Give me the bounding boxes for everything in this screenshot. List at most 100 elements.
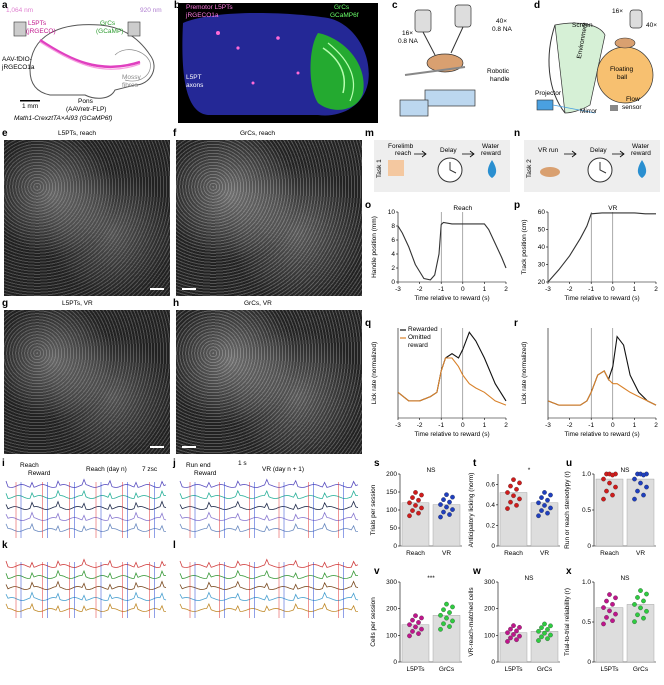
wavelength-920: 920 nm xyxy=(140,7,162,14)
x-tick-label: -3 xyxy=(545,286,551,293)
panel-label-o: o xyxy=(365,200,372,211)
trace-line xyxy=(5,478,167,488)
category-label: VR xyxy=(442,550,451,557)
point xyxy=(635,595,640,600)
trace-line xyxy=(179,558,359,568)
panel-label-j: j xyxy=(173,458,176,469)
point xyxy=(548,492,553,498)
trace-line xyxy=(5,558,167,568)
point xyxy=(416,620,421,625)
point xyxy=(607,592,612,597)
trace-line xyxy=(179,602,359,612)
x-tick-label: 1 xyxy=(483,422,487,429)
chart-matched-cells: 0 100 200 300 L5PTs GrCs NS VR-reach-matched ce… xyxy=(468,575,560,673)
point xyxy=(447,624,452,629)
point xyxy=(607,608,612,614)
y-tick-label: 0 xyxy=(393,543,397,550)
point xyxy=(511,632,516,637)
chart-handle-position: -3 -2 -1 0 1 2 0 2 4 6 8 10 Time relative to reward … xyxy=(371,205,508,302)
task1-label: Task 1 xyxy=(376,159,383,178)
bar-grcs xyxy=(432,615,461,663)
y-axis-label: Run or reach stereotypy (r) xyxy=(564,471,571,549)
category-label: VR xyxy=(636,550,645,557)
x-tick-label: -3 xyxy=(395,422,401,429)
chart-trials-per-session: 0 50 100 150 200 Reach VR NS Trials per session xyxy=(370,467,462,557)
point xyxy=(410,495,415,500)
point xyxy=(410,508,415,513)
y-tick-label: 40 xyxy=(538,244,546,251)
point xyxy=(447,499,452,505)
point xyxy=(539,634,544,640)
y-tick-label: 20 xyxy=(538,279,546,286)
trace-line xyxy=(5,489,166,499)
panel-label-r: r xyxy=(514,318,518,329)
x-tick-label: 0 xyxy=(461,286,465,293)
title-vr-day: VR (day n + 1) xyxy=(262,466,305,473)
point xyxy=(536,638,541,643)
point xyxy=(416,631,421,636)
bar-grcs xyxy=(530,631,559,663)
chart-lick-rate-reach: -3 -2 -1 0 1 2 Time relative to reward (s) Lick… xyxy=(371,328,508,438)
chart-track-position: -3 -2 -1 0 1 2 20 30 40 50 60 Time relative to rewa… xyxy=(521,205,658,302)
panel-label-f: f xyxy=(173,128,177,139)
point xyxy=(641,492,646,498)
point xyxy=(542,490,547,495)
point xyxy=(508,499,513,505)
y-tick-label: 30 xyxy=(538,262,546,269)
y-tick-label: 2 xyxy=(391,265,395,272)
point xyxy=(508,626,513,632)
point xyxy=(607,480,612,486)
point xyxy=(632,602,637,607)
robotic-handle-label: Robotic xyxy=(487,68,510,75)
category-label: GrCs xyxy=(439,666,455,673)
screen-label: Screen xyxy=(572,22,593,29)
y-axis-label: Lick rate (normalized) xyxy=(371,342,378,405)
point xyxy=(413,613,418,619)
chart-stereotypy: 0 0.5 1.0 Reach VR NS Run or reach stereotypy … xyxy=(564,467,656,557)
projector-label: Projector xyxy=(535,90,562,97)
point xyxy=(601,605,606,610)
point xyxy=(635,488,640,494)
series-line-1 xyxy=(547,370,657,406)
trace-line xyxy=(5,500,167,510)
y-tick-label: 150 xyxy=(386,489,397,496)
category-label: Reach xyxy=(504,550,523,557)
y-axis-label: Anticipatory licking (norm) xyxy=(468,473,475,548)
x-tick-label: 0 xyxy=(461,422,465,429)
legend-omitted-2: reward xyxy=(408,342,428,349)
y-tick-label: 0.5 xyxy=(582,507,591,514)
mirror-label: Mirror xyxy=(580,108,597,115)
point xyxy=(601,476,606,482)
point xyxy=(536,513,541,519)
point xyxy=(450,494,455,500)
trace-line xyxy=(179,569,358,579)
x-tick-label: 1 xyxy=(633,286,637,293)
category-label: L5PTs xyxy=(504,666,523,673)
point xyxy=(539,508,544,513)
obj16-na: 0.8 NA xyxy=(398,38,418,45)
x-axis-label: Time relative to reward (s) xyxy=(564,431,639,438)
point xyxy=(419,505,424,511)
significance-label: * xyxy=(528,467,531,474)
y-tick-label: 8 xyxy=(391,223,395,230)
y-tick-label: 200 xyxy=(484,606,495,613)
y-tick-label: 0 xyxy=(587,659,591,666)
y-tick-label: 300 xyxy=(484,579,495,586)
title-l5pt-vr: L5PTs, VR xyxy=(62,300,93,307)
trace-line xyxy=(5,602,167,612)
point xyxy=(644,608,649,614)
y-axis-label: Handle position (mm) xyxy=(371,216,378,278)
chart-anticipatory-licking: 0 0.2 0.4 0.6 Reach VR * Anticipatory licking (… xyxy=(468,467,560,557)
task1-step1b: reach xyxy=(395,150,412,157)
point xyxy=(450,604,455,610)
panel-label-n: n xyxy=(514,128,521,139)
panel-label-c: c xyxy=(392,0,398,11)
point xyxy=(542,630,547,636)
point xyxy=(511,493,516,499)
y-tick-label: 200 xyxy=(386,471,397,478)
trace-line xyxy=(5,522,167,532)
point xyxy=(517,625,522,630)
trace-line xyxy=(179,478,359,488)
y-axis-label: Cells per session xyxy=(370,597,377,647)
x-tick-label: 2 xyxy=(504,286,508,293)
